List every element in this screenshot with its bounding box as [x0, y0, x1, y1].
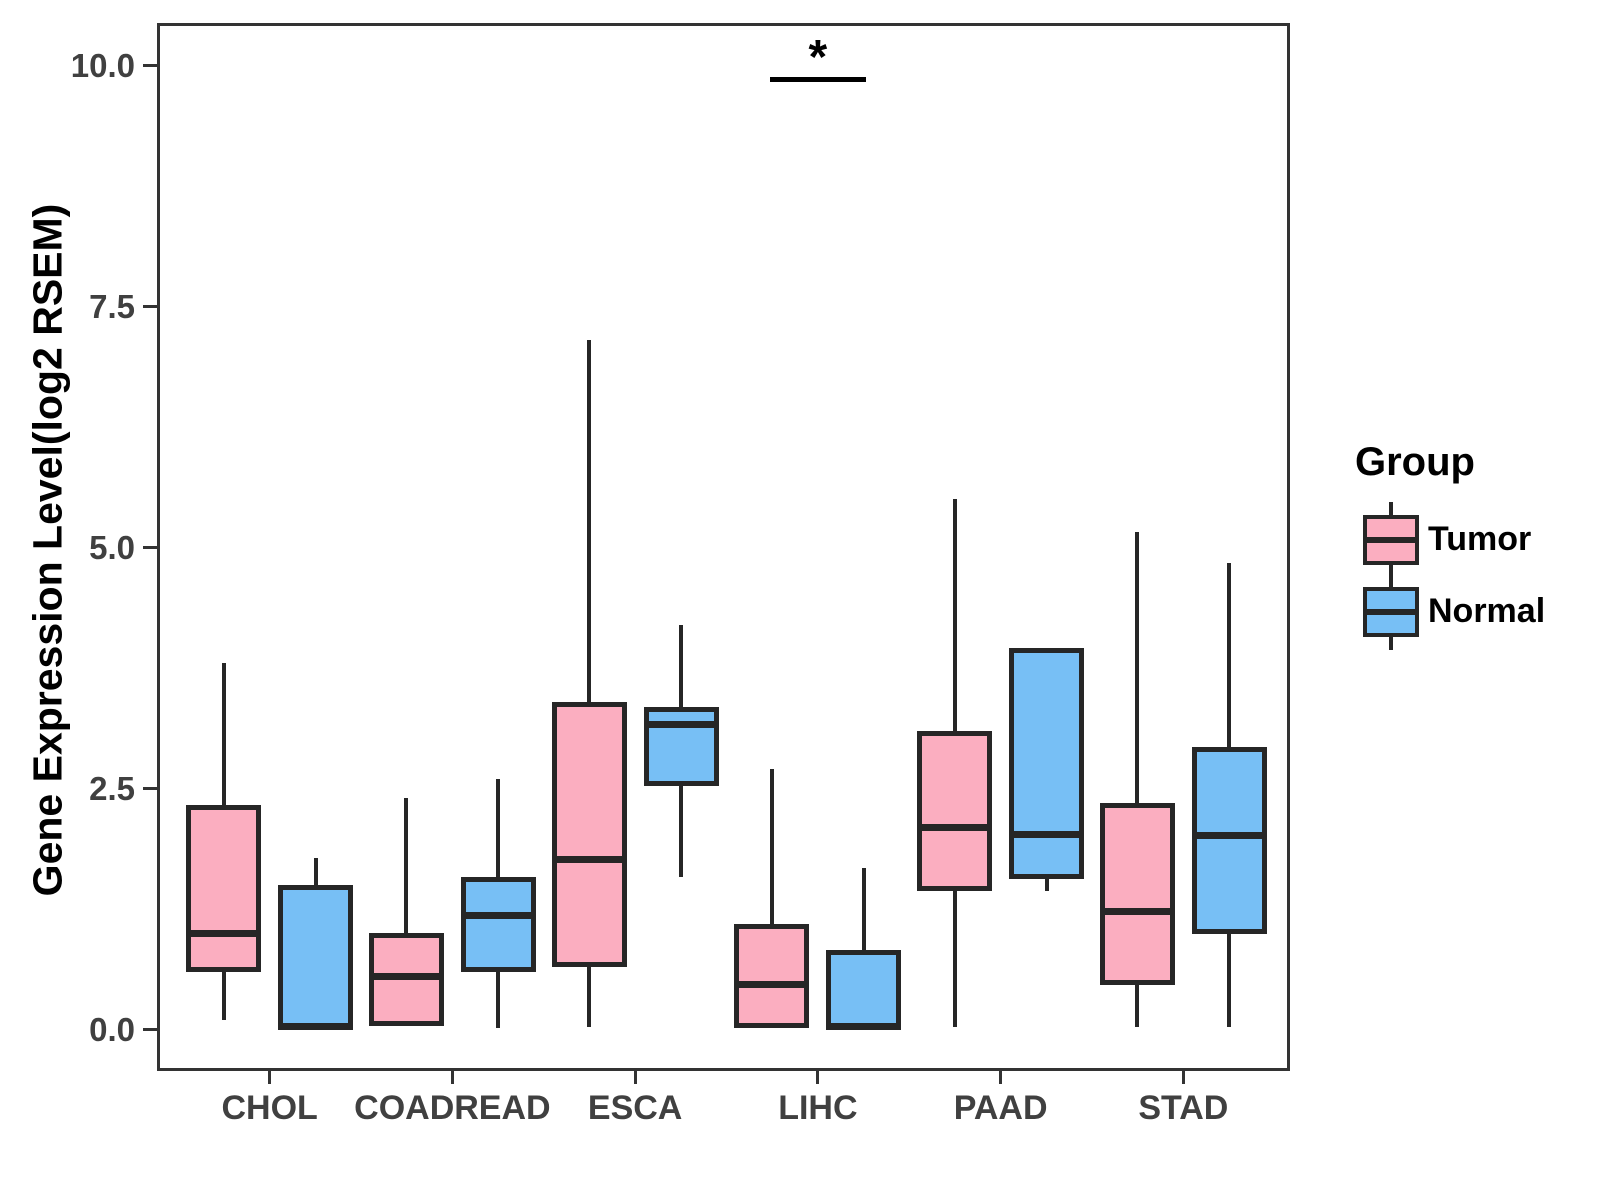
upper-whisker-tumor-stad — [1135, 532, 1140, 804]
lower-whisker-normal-coadread — [496, 971, 501, 1028]
legend-key-tumor-icon — [1363, 502, 1419, 578]
x-tick-mark — [450, 1071, 454, 1084]
y-tick-mark — [143, 305, 157, 309]
box-normal-esca — [643, 706, 719, 786]
box-tumor-esca — [551, 701, 627, 967]
y-tick-label: 0.0 — [89, 1010, 135, 1048]
x-tick-mark — [999, 1071, 1003, 1084]
legend-item-tumor-label: Tumor — [1428, 520, 1532, 558]
median-normal-chol — [278, 1023, 354, 1031]
y-tick-mark — [143, 64, 157, 68]
median-normal-coadread — [460, 912, 536, 920]
legend-key-whisker — [1389, 565, 1393, 578]
median-normal-stad — [1191, 832, 1267, 840]
x-tick-label-stad: STAD — [1138, 1089, 1229, 1127]
upper-whisker-tumor-chol — [221, 663, 226, 805]
lower-whisker-normal-paad — [1044, 879, 1049, 891]
lower-whisker-tumor-esca — [587, 966, 592, 1027]
y-tick-mark — [143, 787, 157, 791]
legend-key-normal-icon — [1363, 574, 1419, 650]
lower-whisker-normal-esca — [679, 785, 684, 878]
median-normal-esca — [643, 721, 719, 729]
median-tumor-esca — [551, 855, 627, 863]
x-tick-label-coadread: COADREAD — [354, 1089, 551, 1127]
y-tick-mark — [143, 546, 157, 550]
upper-whisker-tumor-paad — [952, 499, 957, 731]
box-tumor-paad — [917, 730, 993, 891]
legend-key-whisker — [1389, 502, 1393, 515]
median-normal-paad — [1009, 831, 1085, 839]
upper-whisker-normal-coadread — [496, 778, 501, 878]
y-tick-label: 2.5 — [89, 769, 135, 807]
median-normal-lihc — [826, 1023, 902, 1031]
legend-key-median — [1367, 537, 1415, 543]
box-tumor-stad — [1099, 803, 1175, 986]
lower-whisker-tumor-stad — [1135, 985, 1140, 1027]
x-tick-mark — [1181, 1071, 1185, 1084]
box-normal-stad — [1191, 747, 1267, 935]
y-tick-label: 7.5 — [89, 287, 135, 325]
x-tick-mark — [268, 1071, 272, 1084]
upper-whisker-tumor-lihc — [769, 769, 774, 924]
legend-key-median — [1367, 609, 1415, 615]
legend-title: Group — [1355, 440, 1475, 484]
y-tick-mark — [143, 1028, 157, 1032]
lower-whisker-tumor-paad — [952, 890, 957, 1027]
box-normal-coadread — [460, 877, 536, 972]
upper-whisker-normal-lihc — [861, 867, 866, 950]
significance-bar — [769, 77, 866, 83]
x-tick-label-esca: ESCA — [587, 1089, 683, 1127]
box-tumor-lihc — [734, 923, 810, 1028]
legend-key-whisker — [1389, 637, 1393, 650]
x-tick-label-lihc: LIHC — [778, 1089, 858, 1127]
box-normal-chol — [278, 885, 354, 1030]
box-normal-lihc — [826, 949, 902, 1030]
x-tick-mark — [816, 1071, 820, 1084]
legend-item-normal-label: Normal — [1428, 592, 1546, 630]
upper-whisker-normal-esca — [679, 624, 684, 707]
chart-panel: Gene Expression Level(log2 RSEM) 0.0 2.5 5… — [25, 23, 1290, 1127]
x-tick-mark — [633, 1071, 637, 1084]
median-tumor-chol — [186, 929, 262, 937]
median-tumor-lihc — [734, 980, 810, 988]
upper-whisker-tumor-coadread — [404, 798, 409, 934]
lower-whisker-tumor-chol — [221, 971, 226, 1020]
upper-whisker-normal-chol — [313, 858, 318, 886]
y-tick-label: 5.0 — [89, 528, 135, 566]
median-tumor-stad — [1099, 907, 1175, 915]
box-tumor-chol — [186, 805, 262, 972]
upper-whisker-tumor-esca — [587, 340, 592, 702]
x-tick-label-paad: PAAD — [953, 1089, 1048, 1127]
median-tumor-paad — [917, 823, 993, 831]
significance-asterisk: * — [808, 31, 828, 85]
box-normal-paad — [1009, 647, 1085, 880]
x-tick-label-chol: CHOL — [221, 1089, 318, 1127]
lower-whisker-normal-stad — [1227, 934, 1232, 1027]
median-tumor-coadread — [368, 973, 444, 981]
y-tick-label: 10.0 — [70, 46, 135, 84]
legend-key-whisker — [1389, 574, 1393, 587]
upper-whisker-normal-stad — [1227, 563, 1232, 748]
